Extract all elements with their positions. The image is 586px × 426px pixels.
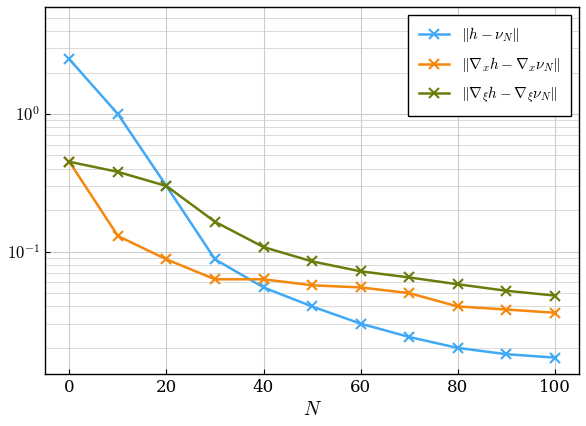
$\|\nabla_x h - \nabla_x \nu_N\|$: [114, 233, 121, 239]
$\|h - \nu_N\|$: [309, 304, 316, 309]
Line: $\|\nabla_x h - \nabla_x \nu_N\|$: $\|\nabla_x h - \nabla_x \nu_N\|$: [64, 157, 560, 318]
$\|h - \nu_N\|$: [66, 57, 73, 62]
$\|\nabla_\xi h - \nabla_\xi \nu_N\|$: [357, 269, 364, 274]
$\|\nabla_\xi h - \nabla_\xi \nu_N\|$: [212, 219, 219, 225]
$\|\nabla_\xi h - \nabla_\xi \nu_N\|$: [114, 169, 121, 174]
$\|h - \nu_N\|$: [454, 345, 461, 351]
$\|h - \nu_N\|$: [503, 351, 510, 357]
$\|\nabla_\xi h - \nabla_\xi \nu_N\|$: [551, 293, 558, 298]
$\|\nabla_\xi h - \nabla_\xi \nu_N\|$: [260, 245, 267, 250]
$\|\nabla_\xi h - \nabla_\xi \nu_N\|$: [503, 288, 510, 294]
Legend: $\|h - \nu_N\|$, $\|\nabla_x h - \nabla_x \nu_N\|$, $\|\nabla_\xi h - \nabla_\xi: $\|h - \nu_N\|$, $\|\nabla_x h - \nabla_…: [408, 14, 571, 116]
$\|\nabla_x h - \nabla_x \nu_N\|$: [66, 159, 73, 164]
$\|h - \nu_N\|$: [406, 334, 413, 340]
$\|\nabla_\xi h - \nabla_\xi \nu_N\|$: [309, 259, 316, 264]
$\|h - \nu_N\|$: [212, 257, 219, 262]
$\|\nabla_x h - \nabla_x \nu_N\|$: [357, 285, 364, 290]
$\|h - \nu_N\|$: [114, 112, 121, 117]
$\|\nabla_x h - \nabla_x \nu_N\|$: [406, 291, 413, 296]
$\|\nabla_\xi h - \nabla_\xi \nu_N\|$: [163, 184, 170, 189]
$\|\nabla_x h - \nabla_x \nu_N\|$: [454, 304, 461, 309]
$\|h - \nu_N\|$: [357, 321, 364, 326]
$\|\nabla_x h - \nabla_x \nu_N\|$: [551, 310, 558, 315]
Line: $\|h - \nu_N\|$: $\|h - \nu_N\|$: [64, 55, 560, 363]
$\|\nabla_\xi h - \nabla_\xi \nu_N\|$: [66, 159, 73, 164]
X-axis label: $N$: $N$: [302, 401, 322, 419]
$\|\nabla_x h - \nabla_x \nu_N\|$: [503, 307, 510, 312]
$\|\nabla_x h - \nabla_x \nu_N\|$: [163, 257, 170, 262]
$\|\nabla_x h - \nabla_x \nu_N\|$: [309, 283, 316, 288]
Line: $\|\nabla_\xi h - \nabla_\xi \nu_N\|$: $\|\nabla_\xi h - \nabla_\xi \nu_N\|$: [64, 157, 560, 300]
$\|h - \nu_N\|$: [551, 355, 558, 360]
$\|h - \nu_N\|$: [163, 184, 170, 189]
$\|h - \nu_N\|$: [260, 285, 267, 290]
$\|\nabla_x h - \nabla_x \nu_N\|$: [260, 277, 267, 282]
$\|\nabla_x h - \nabla_x \nu_N\|$: [212, 277, 219, 282]
$\|\nabla_\xi h - \nabla_\xi \nu_N\|$: [406, 275, 413, 280]
$\|\nabla_\xi h - \nabla_\xi \nu_N\|$: [454, 282, 461, 287]
